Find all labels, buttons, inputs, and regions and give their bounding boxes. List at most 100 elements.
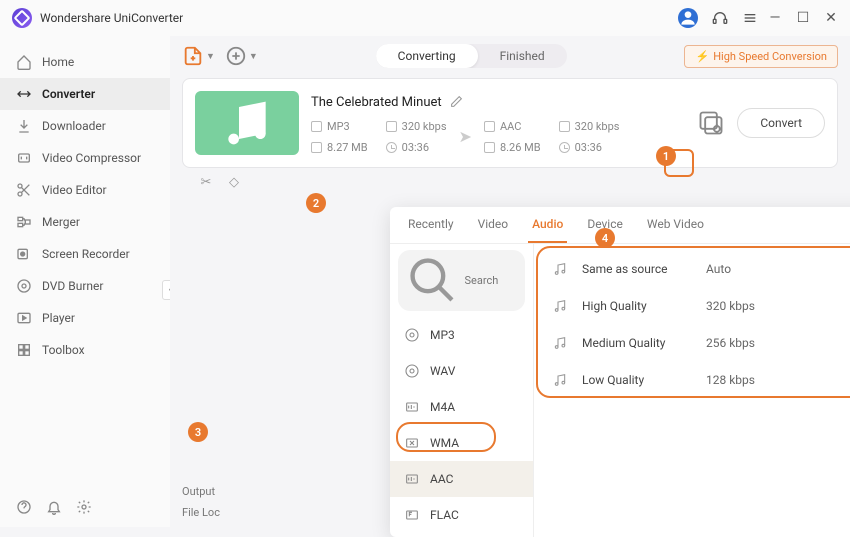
- tgt-duration: 03:36: [575, 141, 602, 154]
- home-icon: [16, 54, 32, 70]
- music-icon: [552, 298, 568, 314]
- tgt-format: AAC: [500, 120, 521, 133]
- converter-icon: [16, 86, 32, 102]
- menu-icon[interactable]: [742, 10, 758, 26]
- fileloc-label: File Loc: [182, 506, 220, 519]
- sidebar-item-converter[interactable]: Converter: [0, 78, 170, 110]
- sidebar-item-compressor[interactable]: Video Compressor: [0, 142, 170, 174]
- quality-row[interactable]: Same as sourceAuto: [540, 250, 850, 287]
- format-panel: Recently Video Audio Device Web Video MP…: [390, 207, 850, 537]
- titlebar: Wondershare UniConverter — ☐ ✕: [0, 0, 850, 36]
- sidebar-label: DVD Burner: [42, 279, 103, 293]
- quality-row[interactable]: Medium Quality256 kbps: [540, 324, 850, 361]
- toolbox-icon: [16, 342, 32, 358]
- maximize-button[interactable]: ☐: [796, 11, 810, 25]
- music-icon: [552, 335, 568, 351]
- tab-audio[interactable]: Audio: [528, 207, 567, 243]
- edit-filename-icon[interactable]: [450, 93, 463, 112]
- format-wma[interactable]: WMA: [390, 425, 533, 461]
- sidebar-item-toolbox[interactable]: Toolbox: [0, 334, 170, 366]
- seg-finished[interactable]: Finished: [478, 44, 567, 68]
- settings-icon[interactable]: [76, 499, 92, 515]
- arrow-icon: ➤: [459, 127, 472, 146]
- add-file-button[interactable]: ▼: [182, 45, 215, 67]
- dvd-icon: [16, 278, 32, 294]
- sidebar-item-recorder[interactable]: Screen Recorder: [0, 238, 170, 270]
- crop-icon[interactable]: ◇: [222, 172, 246, 192]
- badge-4: 4: [595, 228, 615, 248]
- tab-video[interactable]: Video: [474, 207, 513, 243]
- format-mp3[interactable]: MP3: [390, 317, 533, 353]
- file-card: The Celebrated Minuet MP3 8.27 MB 320 kb…: [182, 78, 838, 168]
- app-title: Wondershare UniConverter: [40, 11, 678, 25]
- src-size: 8.27 MB: [327, 141, 368, 154]
- audio-format-icon: [404, 435, 420, 451]
- src-format: MP3: [327, 120, 350, 133]
- play-icon: [16, 310, 32, 326]
- bolt-icon: ⚡: [695, 50, 709, 63]
- sidebar-item-downloader[interactable]: Downloader: [0, 110, 170, 142]
- src-bitrate: 320 kbps: [402, 120, 447, 133]
- add-folder-button[interactable]: ▼: [225, 45, 258, 67]
- record-icon: [16, 246, 32, 262]
- badge-1: 1: [656, 146, 676, 166]
- music-icon: [552, 261, 568, 277]
- sidebar-label: Toolbox: [42, 343, 85, 357]
- audio-format-icon: [404, 399, 420, 415]
- audio-format-icon: [404, 471, 420, 487]
- quality-row[interactable]: High Quality320 kbps: [540, 287, 850, 324]
- tgt-bitrate: 320 kbps: [575, 120, 620, 133]
- sidebar-label: Player: [42, 311, 75, 325]
- sidebar-label: Video Compressor: [42, 151, 141, 165]
- compress-icon: [16, 150, 32, 166]
- file-thumbnail: [195, 91, 299, 155]
- seg-converting[interactable]: Converting: [376, 44, 478, 68]
- output-label: Output: [182, 485, 220, 498]
- main-area: ▼ ▼ Converting Finished ⚡ High Speed Conv…: [170, 36, 850, 527]
- audio-format-icon: [404, 327, 420, 343]
- sidebar-item-editor[interactable]: Video Editor: [0, 174, 170, 206]
- badge-2: 2: [306, 193, 326, 213]
- bell-icon[interactable]: [46, 499, 62, 515]
- download-icon: [16, 118, 32, 134]
- format-flac[interactable]: FLAC: [390, 497, 533, 533]
- sidebar-item-player[interactable]: Player: [0, 302, 170, 334]
- tab-webvideo[interactable]: Web Video: [643, 207, 708, 243]
- search-box[interactable]: [398, 250, 525, 311]
- high-speed-button[interactable]: ⚡ High Speed Conversion: [684, 45, 838, 68]
- toolbar: ▼ ▼ Converting Finished ⚡ High Speed Conv…: [182, 44, 838, 68]
- sidebar-item-dvd[interactable]: DVD Burner: [0, 270, 170, 302]
- sidebar-label: Screen Recorder: [42, 247, 130, 261]
- sidebar-item-merger[interactable]: Merger: [0, 206, 170, 238]
- trim-icon[interactable]: ✂: [194, 172, 218, 192]
- quality-row[interactable]: Low Quality128 kbps: [540, 361, 850, 398]
- help-icon[interactable]: [16, 499, 32, 515]
- tgt-size: 8.26 MB: [500, 141, 541, 154]
- sidebar-label: Converter: [42, 87, 95, 101]
- format-settings-button[interactable]: [697, 109, 725, 137]
- sidebar-label: Merger: [42, 215, 80, 229]
- music-icon: [552, 372, 568, 388]
- format-wav[interactable]: WAV: [390, 353, 533, 389]
- badge-3: 3: [188, 422, 208, 442]
- hsc-label: High Speed Conversion: [713, 50, 827, 63]
- format-m4a[interactable]: M4A: [390, 389, 533, 425]
- close-button[interactable]: ✕: [824, 11, 838, 25]
- sidebar-label: Video Editor: [42, 183, 107, 197]
- format-ac3[interactable]: AC3: [390, 533, 533, 537]
- format-aac[interactable]: AAC: [390, 461, 533, 497]
- sidebar-item-home[interactable]: Home: [0, 46, 170, 78]
- sidebar-label: Downloader: [42, 119, 106, 133]
- minimize-button[interactable]: —: [768, 11, 782, 25]
- search-input[interactable]: [465, 274, 518, 287]
- segment-control: Converting Finished: [376, 44, 567, 68]
- merge-icon: [16, 214, 32, 230]
- file-name: The Celebrated Minuet: [311, 95, 442, 110]
- sidebar-label: Home: [42, 55, 74, 69]
- headset-icon[interactable]: [712, 10, 728, 26]
- avatar-icon[interactable]: [678, 8, 698, 28]
- audio-format-icon: [404, 363, 420, 379]
- convert-button[interactable]: Convert: [737, 108, 825, 138]
- search-icon: [406, 254, 459, 307]
- tab-recently[interactable]: Recently: [404, 207, 458, 243]
